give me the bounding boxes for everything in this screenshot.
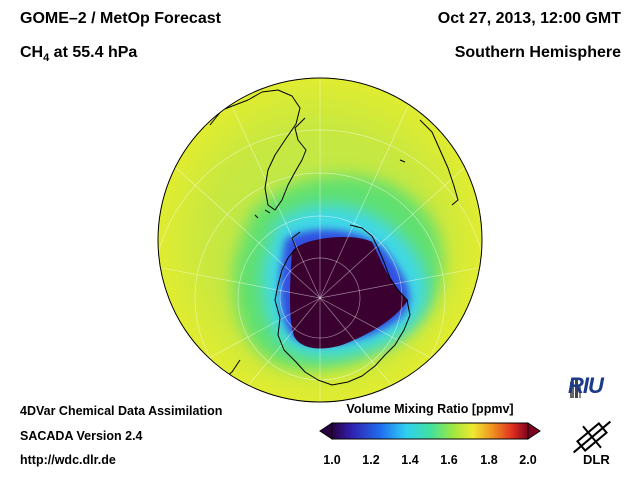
coastlines xyxy=(204,89,459,393)
antarctica-coast xyxy=(274,224,411,386)
colorbar-tick: 1.0 xyxy=(323,453,341,467)
species-name: CH xyxy=(20,44,44,61)
globe-outline xyxy=(157,77,483,403)
riu-logo: RIU xyxy=(568,373,604,398)
colorbar-tick: 1.6 xyxy=(440,453,458,467)
colorbar-tick: 1.8 xyxy=(480,453,498,467)
hemisphere-label: Southern Hemisphere xyxy=(454,44,621,61)
colorbar-high-arrow xyxy=(527,422,541,440)
dlr-logo-icon xyxy=(572,420,612,454)
islands xyxy=(254,159,406,219)
colorbar-title: Volume Mixing Ratio [ppmv] xyxy=(346,402,514,416)
colorbar-tick: 2.0 xyxy=(519,453,537,467)
footer-method: 4DVar Chemical Data Assimilation xyxy=(20,404,223,418)
footer-version: SACADA Version 2.4 xyxy=(20,429,143,443)
colorbar-tick: 1.2 xyxy=(362,453,380,467)
africa-coast xyxy=(419,119,459,206)
colorbar-tick: 1.4 xyxy=(401,453,419,467)
dlr-logo: DLR xyxy=(583,452,610,467)
forecast-datetime: Oct 27, 2013, 12:00 GMT xyxy=(437,10,621,27)
colorbar xyxy=(331,422,529,440)
map-title: GOME–2 / MetOp Forecast xyxy=(20,10,221,27)
species-subscript: 4 xyxy=(43,52,50,65)
riu-logo-icon xyxy=(570,378,581,398)
globe xyxy=(158,78,482,402)
species-level-label: CH4 at 55.4 hPa xyxy=(20,44,137,64)
colorbar-low-arrow xyxy=(319,422,333,440)
pressure-level: at 55.4 hPa xyxy=(49,44,138,61)
footer-url: http://wdc.dlr.de xyxy=(20,453,116,467)
south-america-coast xyxy=(209,89,307,211)
